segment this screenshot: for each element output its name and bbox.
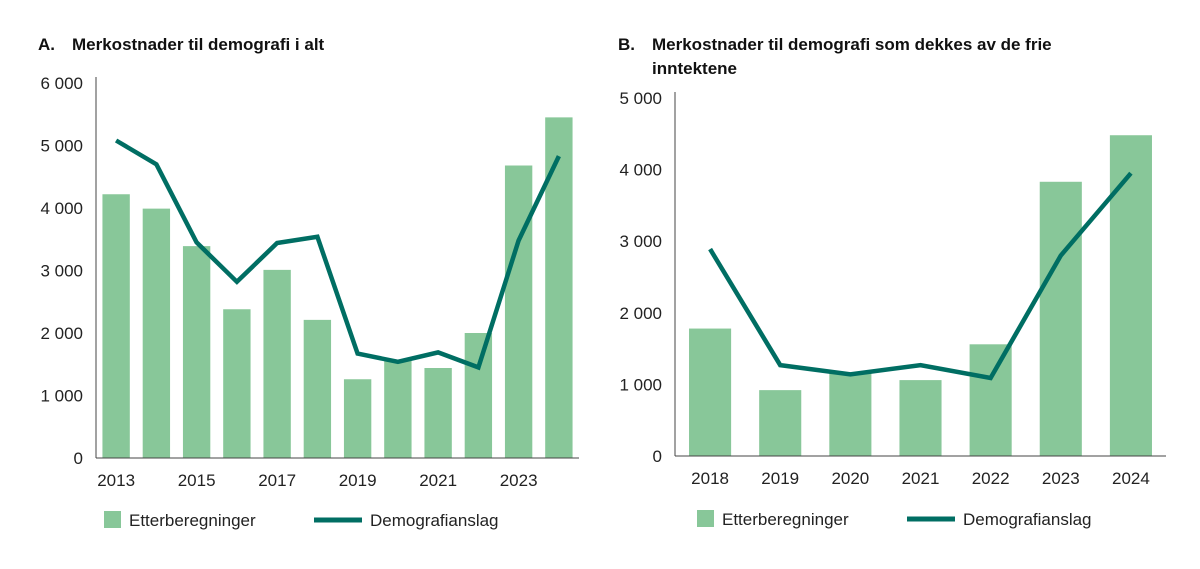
chart-a-line-demografianslag	[114, 138, 561, 371]
chart-b-ytick-label-5000: 5 000	[619, 89, 662, 108]
chart-b-legend-bar-swatch	[697, 510, 714, 527]
chart-a: 0 1 000 2 000 3 000 4 000 5 000 6 000 2013 2015 2…	[40, 74, 579, 530]
chart-a-ytick-label-3000: 3 000	[40, 262, 83, 281]
chart-a-legend-bar-swatch	[104, 511, 121, 528]
chart-b-ytick-label-1000: 1 000	[619, 375, 662, 394]
chart-a-legend-bar-label: Etterberegninger	[129, 511, 256, 530]
chart-a-ytick-label-4000: 4 000	[40, 199, 83, 218]
chart-a-legend-line-label: Demografianslag	[370, 511, 499, 530]
chart-b-xtick-label-2022: 2022	[972, 469, 1010, 488]
chart-a-ytick-label-0: 0	[74, 449, 83, 468]
chart-b-xtick-label-2023: 2023	[1042, 469, 1080, 488]
chart-a-ytick-label-6000: 6 000	[40, 74, 83, 93]
chart-b-xtick-label-2019: 2019	[761, 469, 799, 488]
chart-a-xtick-label-2017: 2017	[258, 471, 296, 490]
panel-a-letter: A.	[38, 35, 55, 54]
chart-b-bar-2018	[689, 328, 732, 456]
chart-a-bar-2013	[102, 194, 130, 458]
chart-a-bar-2016	[223, 309, 251, 458]
chart-a-xtick-label-2019: 2019	[339, 471, 377, 490]
chart-b-ytick-label-4000: 4 000	[619, 161, 662, 180]
chart-a-xtick-label-2015: 2015	[178, 471, 216, 490]
chart-a-bar-2020	[384, 360, 412, 458]
chart-a-bar-2014	[142, 208, 171, 458]
chart-a-bar-2021	[424, 368, 452, 458]
chart-a-xtick-label-2023: 2023	[500, 471, 538, 490]
panel-b-title: B. Merkostnader til demografi som dekkes …	[618, 33, 1088, 81]
chart-a-bar-2015	[182, 246, 211, 458]
chart-b-ytick-label-0: 0	[653, 447, 662, 466]
chart-a-xtick-label-2013: 2013	[97, 471, 135, 490]
chart-b-xtick-label-2020: 2020	[831, 469, 869, 488]
chart-b-bar-2023	[1039, 181, 1082, 456]
chart-a-ytick-label-5000: 5 000	[40, 137, 83, 156]
chart-b-xtick-label-2024: 2024	[1112, 469, 1150, 488]
chart-a-bar-2017	[263, 269, 291, 458]
chart-b-xtick-label-2021: 2021	[902, 469, 940, 488]
chart-a-ytick-label-2000: 2 000	[40, 324, 83, 343]
chart-a-bar-2022	[464, 333, 493, 458]
chart-b-bar-2024	[1109, 135, 1152, 456]
chart-b-ytick-label-2000: 2 000	[619, 304, 662, 323]
chart-b-ytick-label-3000: 3 000	[619, 232, 662, 251]
chart-b-legend-line-label: Demografianslag	[963, 510, 1092, 529]
chart-b-bar-2020	[829, 372, 872, 456]
chart-b-line-demografianslag	[708, 171, 1133, 381]
chart-b-xtick-label-2018: 2018	[691, 469, 729, 488]
chart-a-bar-2023	[504, 165, 533, 458]
chart-b-legend-bar-label: Etterberegninger	[722, 510, 849, 529]
chart-a-bar-2018	[303, 319, 332, 458]
chart-a-bar-2019	[343, 379, 372, 458]
chart-a-ytick-label-1000: 1 000	[40, 387, 83, 406]
chart-b-bar-2022	[969, 344, 1012, 456]
panel-a-title-text: Merkostnader til demografi i alt	[72, 35, 325, 54]
panel-b-letter: B.	[618, 35, 635, 54]
chart-b-bar-2019	[759, 390, 802, 456]
panel-b-title-text: Merkostnader til demografi som dekkes av…	[652, 35, 1052, 78]
chart-b-bar-2021	[899, 380, 942, 456]
chart-a-xtick-label-2021: 2021	[419, 471, 457, 490]
panel-a-title: A. Merkostnader til demografi i alt	[38, 33, 324, 57]
